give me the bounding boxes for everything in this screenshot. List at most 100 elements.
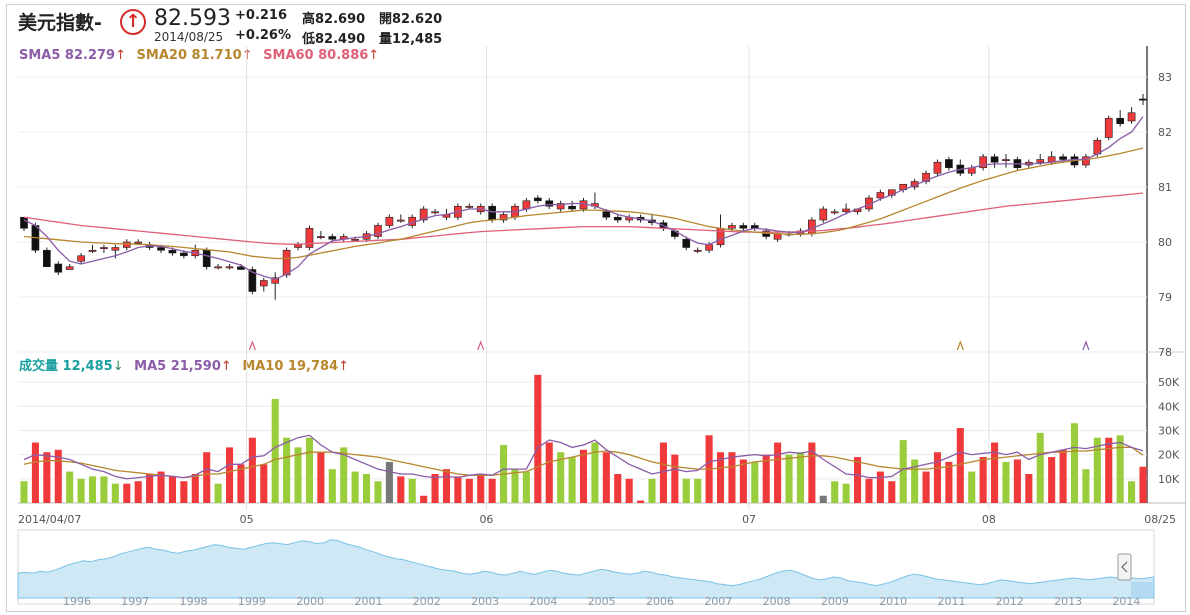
volume-tick-label: 40K: [1158, 400, 1180, 413]
date-tick-label: 06: [479, 513, 493, 526]
quote-date: 2014/08/25: [154, 30, 224, 44]
volume-value: 量12,485: [379, 32, 443, 47]
volume-bar: [911, 459, 919, 503]
navigator-year-label: 2005: [588, 595, 616, 608]
candle-body: [533, 197, 542, 202]
volume-bar: [1036, 432, 1044, 503]
volume-bar: [637, 500, 645, 503]
legend-ma10[interactable]: MA10 19,784↑: [242, 359, 349, 374]
candle-body: [545, 200, 554, 207]
navigator-handle[interactable]: [1117, 553, 1132, 581]
volume-bar: [1025, 473, 1033, 503]
candle-body: [1082, 156, 1090, 166]
navigator-year-label: 2011: [938, 595, 966, 608]
candle-body: [1059, 156, 1067, 160]
volume-bar: [408, 478, 416, 503]
volume-bar: [1093, 437, 1101, 503]
sma20-line: [23, 147, 1144, 260]
candle-body: [1116, 117, 1125, 125]
volume-bar: [945, 461, 953, 503]
candle-body: [111, 247, 120, 251]
volume-bar: [260, 464, 268, 503]
candle-body: [876, 192, 885, 199]
candle-body: [556, 203, 565, 210]
high-price: 高82.690: [302, 12, 366, 27]
navigator-year-label: 1999: [238, 595, 266, 608]
volume-bar: [66, 471, 74, 503]
candle-body: [568, 205, 576, 210]
legend-volume[interactable]: 成交量 12,485↓: [19, 359, 124, 374]
volume-bar: [956, 428, 964, 503]
volume-bar: [785, 454, 793, 503]
navigator-year-label: 2006: [646, 595, 674, 608]
date-tick-label: 05: [240, 513, 254, 526]
candle-body: [773, 233, 782, 240]
volume-bars: [20, 374, 1147, 503]
candle-body: [202, 249, 211, 268]
volume-ma10-line: [23, 446, 1144, 479]
candle-body: [214, 266, 222, 269]
grid-lines: [18, 46, 1186, 510]
volume-bar: [43, 452, 51, 503]
price-change: +0.216: [235, 8, 288, 23]
candle-body: [1002, 159, 1010, 162]
candle-body: [122, 241, 131, 248]
price-tick-label: 82: [1158, 126, 1172, 139]
navigator-year-label: 1998: [180, 595, 208, 608]
volume-bar: [979, 457, 987, 503]
volume-bar: [123, 483, 131, 503]
candle-body: [739, 225, 748, 229]
volume-bar: [77, 478, 85, 503]
volume-bar: [180, 481, 188, 503]
navigator-selection: [1131, 582, 1153, 598]
candle-body: [1036, 159, 1045, 163]
volume-bar: [477, 473, 485, 503]
volume-bar: [602, 452, 610, 503]
quote-title: 美元指數-: [18, 12, 102, 34]
volume-bar: [1002, 461, 1010, 503]
candle-body: [613, 216, 622, 221]
volume-bar: [225, 447, 234, 503]
volume-bar: [819, 495, 827, 503]
volume-bar: [328, 469, 336, 503]
volume-bar: [157, 471, 165, 503]
sma60-line: [23, 192, 1144, 245]
volume-bar: [774, 442, 782, 503]
volume-bar: [385, 461, 393, 503]
volume-bar: [511, 469, 519, 503]
volume-bar: [648, 478, 656, 503]
volume-bar: [488, 478, 496, 503]
volume-bar: [363, 473, 371, 503]
candle-body: [317, 236, 325, 239]
volume-bar: [1070, 423, 1079, 503]
volume-bar: [100, 476, 108, 503]
candle-body: [328, 236, 337, 240]
volume-bar: [796, 452, 804, 503]
sma60-cross-marker: [477, 340, 485, 351]
candle-body: [65, 266, 74, 270]
legend-ma5[interactable]: MA5 21,590↑: [134, 359, 232, 374]
volume-bar: [865, 478, 873, 503]
volume-bar: [31, 442, 39, 503]
volume-bar: [465, 478, 473, 503]
candle-body: [682, 238, 691, 248]
candle-body: [100, 247, 108, 250]
volume-bar: [271, 399, 279, 503]
volume-bar: [808, 442, 816, 503]
navigator-year-label: 2001: [355, 595, 383, 608]
candle-body: [294, 244, 302, 248]
candle-body: [922, 172, 930, 182]
volume-bar: [1128, 481, 1136, 503]
volume-bar: [854, 457, 862, 503]
volume-legend: 成交量 12,485↓ MA5 21,590↑ MA10 19,784↑: [19, 355, 355, 374]
volume-bar: [54, 449, 62, 503]
volume-bar: [694, 478, 702, 503]
volume-bar: [682, 478, 690, 503]
volume-bar: [614, 473, 622, 503]
legend-sma60[interactable]: SMA60 80.886↑: [263, 48, 380, 63]
volume-bar: [1082, 469, 1090, 503]
legend-sma5[interactable]: SMA5 82.279↑: [19, 48, 127, 63]
volume-bar: [214, 483, 222, 503]
volume-bar: [317, 452, 325, 503]
